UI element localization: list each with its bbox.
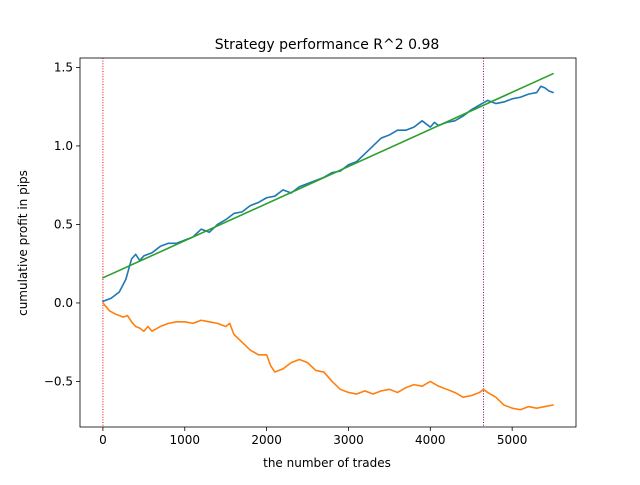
- x-tick-label-2: 2000: [251, 433, 282, 447]
- series-line-2: [102, 72, 554, 279]
- y-tick-label-3: 1.0: [54, 139, 73, 153]
- y-tick-label-1: 0.0: [54, 296, 73, 310]
- x-tick-label-4: 4000: [415, 433, 446, 447]
- x-axis-label: the number of trades: [263, 456, 391, 470]
- x-tick-label-0: 0: [99, 433, 107, 447]
- series-line-1: [102, 302, 554, 411]
- y-tick-label-4: 1.5: [54, 60, 73, 74]
- chart-title: Strategy performance R^2 0.98: [215, 37, 440, 53]
- plot-area: [102, 58, 554, 427]
- y-tick-label-0: −0.5: [44, 374, 73, 388]
- tick-group: 0 1000 2000 3000 4000 5000 −0.5 0.0 0.5 1.0 1.5: [44, 60, 528, 447]
- x-tick-label-3: 3000: [333, 433, 364, 447]
- series-line-0: [102, 85, 554, 303]
- axes-frame: [79, 57, 577, 428]
- x-tick-label-1: 1000: [169, 433, 200, 447]
- y-axis-label: cumulative profit in pips: [16, 170, 30, 316]
- y-tick-label-2: 0.5: [54, 217, 73, 231]
- x-tick-label-5: 5000: [497, 433, 528, 447]
